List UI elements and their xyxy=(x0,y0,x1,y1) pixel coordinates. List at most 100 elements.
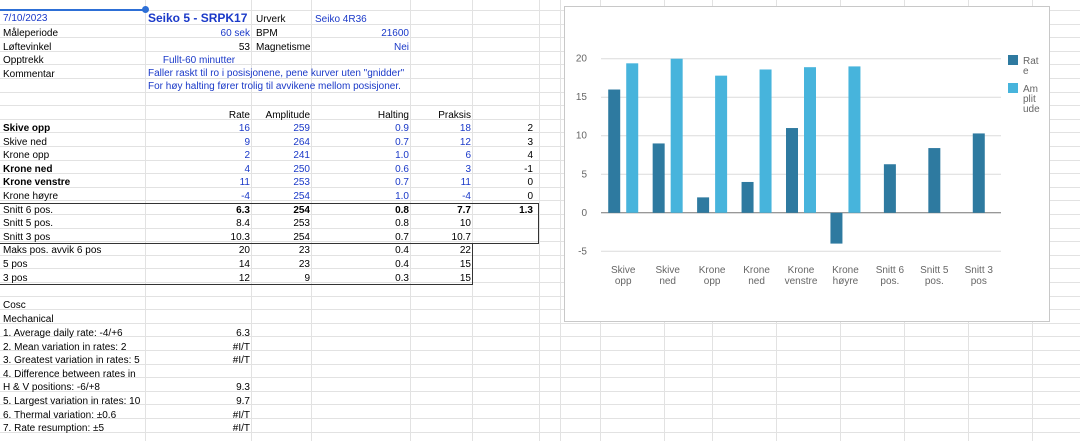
maks-rate[interactable]: 20 xyxy=(238,245,250,256)
maks-amp[interactable]: 9 xyxy=(304,273,310,284)
snitt-amp[interactable]: 254 xyxy=(293,205,310,216)
row-praksis[interactable]: -4 xyxy=(462,191,471,202)
magnetisme-value[interactable]: Nei xyxy=(393,42,409,53)
maks-label[interactable]: Maks pos. avvik 6 pos xyxy=(3,245,102,256)
opptrekk-label[interactable]: Opptrekk xyxy=(3,55,44,66)
snitt-praksis[interactable]: 7.7 xyxy=(457,205,471,216)
snitt-praksis[interactable]: 10.7 xyxy=(451,232,471,243)
maks-label[interactable]: 3 pos xyxy=(3,273,28,284)
row-rate[interactable]: 11 xyxy=(239,177,250,188)
row-halt[interactable]: 0.7 xyxy=(395,177,409,188)
snitt-rate[interactable]: 6.3 xyxy=(236,205,250,216)
cosc-item-label[interactable]: 1. Average daily rate: -4/+6 xyxy=(3,328,123,339)
row-rate[interactable]: 4 xyxy=(244,164,250,175)
snitt-halt[interactable]: 0.8 xyxy=(395,218,409,229)
maks-amp[interactable]: 23 xyxy=(298,259,310,270)
kommentar-line-2[interactable]: For høy halting fører trolig til avviken… xyxy=(148,81,401,92)
snitt-amp[interactable]: 254 xyxy=(293,232,310,243)
maks-halt[interactable]: 0.3 xyxy=(395,273,409,284)
row-label[interactable]: Krone høyre xyxy=(3,191,59,202)
row-praksis[interactable]: 12 xyxy=(459,137,471,148)
row-halt[interactable]: 0.6 xyxy=(395,164,409,175)
row-rate[interactable]: 9 xyxy=(244,137,250,148)
header-amplitude[interactable]: Amplitude xyxy=(265,110,310,121)
cosc-item-value[interactable]: #I/T xyxy=(232,355,250,366)
row-praksis[interactable]: 11 xyxy=(460,177,471,188)
cosc-item-value[interactable]: 9.7 xyxy=(236,396,250,407)
row-label[interactable]: Krone venstre xyxy=(3,177,71,188)
snitt-rate[interactable]: 10.3 xyxy=(230,232,250,243)
maaleperiode-label[interactable]: Måleperiode xyxy=(3,28,59,39)
cosc-item-label[interactable]: 6. Thermal variation: ±0.6 xyxy=(3,410,117,421)
kommentar-label[interactable]: Kommentar xyxy=(3,69,55,80)
loftevinkel-value[interactable]: 53 xyxy=(238,42,250,53)
maks-praksis[interactable]: 15 xyxy=(459,259,471,270)
row-amp[interactable]: 241 xyxy=(293,150,310,161)
row-diff[interactable]: 0 xyxy=(527,191,533,202)
maks-praksis[interactable]: 15 xyxy=(459,273,471,284)
row-praksis[interactable]: 6 xyxy=(465,150,471,161)
maks-halt[interactable]: 0.4 xyxy=(395,259,409,270)
snitt-praksis[interactable]: 10 xyxy=(459,218,471,229)
row-praksis[interactable]: 18 xyxy=(459,123,471,134)
header-halting[interactable]: Halting xyxy=(377,110,409,121)
row-amp[interactable]: 264 xyxy=(293,137,310,148)
row-diff[interactable]: 2 xyxy=(527,123,533,134)
row-diff[interactable]: -1 xyxy=(524,164,533,175)
watch-title[interactable]: Seiko 5 - SRPK17 xyxy=(148,11,248,25)
row-diff[interactable]: 0 xyxy=(527,177,533,188)
snitt-label[interactable]: Snitt 5 pos. xyxy=(3,218,54,229)
cosc-item-value[interactable]: #I/T xyxy=(232,423,250,434)
cosc-item-label[interactable]: 4. Difference between rates in xyxy=(3,369,136,380)
maks-rate[interactable]: 12 xyxy=(238,273,250,284)
cosc-title[interactable]: Cosc xyxy=(3,300,26,311)
snitt-halt[interactable]: 0.7 xyxy=(395,232,409,243)
cosc-item-value[interactable]: #I/T xyxy=(232,410,250,421)
snitt-amp[interactable]: 253 xyxy=(293,218,310,229)
fill-handle[interactable] xyxy=(142,6,149,13)
row-amp[interactable]: 250 xyxy=(293,164,310,175)
cosc-item-value[interactable]: 9.3 xyxy=(236,382,250,393)
snitt-label[interactable]: Snitt 3 pos xyxy=(3,232,51,243)
row-halt[interactable]: 0.7 xyxy=(395,137,409,148)
opptrekk-value[interactable]: Fullt-60 minutter xyxy=(162,55,236,66)
row-label[interactable]: Skive ned xyxy=(3,137,47,148)
cosc-item-label[interactable]: 7. Rate resumption: ±5 xyxy=(3,423,105,434)
snitt-rate[interactable]: 8.4 xyxy=(236,218,250,229)
maks-label[interactable]: 5 pos xyxy=(3,259,28,270)
cosc-item-label[interactable]: 5. Largest variation in rates: 10 xyxy=(3,396,141,407)
row-rate[interactable]: 2 xyxy=(244,150,250,161)
maks-halt[interactable]: 0.4 xyxy=(395,245,409,256)
magnetisme-label[interactable]: Magnetisme xyxy=(256,42,311,53)
row-label[interactable]: Skive opp xyxy=(3,123,51,134)
cosc-subtitle[interactable]: Mechanical xyxy=(3,314,54,325)
maks-rate[interactable]: 14 xyxy=(238,259,250,270)
chart-container[interactable]: -5 0 5 10 15 20 Skive opp Skive ned Krone opp Krone n… xyxy=(564,6,1050,322)
row-amp[interactable]: 253 xyxy=(293,177,310,188)
row-amp[interactable]: 254 xyxy=(293,191,310,202)
snitt-halt[interactable]: 0.8 xyxy=(395,205,409,216)
loftevinkel-label[interactable]: Løftevinkel xyxy=(3,42,52,53)
cosc-item-value[interactable]: #I/T xyxy=(232,342,250,353)
snitt-label[interactable]: Snitt 6 pos. xyxy=(3,205,54,216)
snitt-diff[interactable] xyxy=(473,217,533,230)
bpm-value[interactable]: 21600 xyxy=(381,28,409,39)
row-diff[interactable]: 4 xyxy=(527,150,533,161)
row-label[interactable]: Krone ned xyxy=(3,164,53,175)
row-amp[interactable]: 259 xyxy=(293,123,310,134)
header-rate[interactable]: Rate xyxy=(228,110,250,121)
row-halt[interactable]: 0.9 xyxy=(395,123,409,134)
row-halt[interactable]: 1.0 xyxy=(395,150,409,161)
row-rate[interactable]: -4 xyxy=(241,191,250,202)
maaleperiode-value[interactable]: 60 sek xyxy=(220,28,250,39)
row-label[interactable]: Krone opp xyxy=(3,150,50,161)
date-cell[interactable]: 7/10/2023 xyxy=(3,13,48,24)
urverk-value[interactable]: Seiko 4R36 xyxy=(315,14,367,25)
header-praksis[interactable]: Praksis xyxy=(438,110,471,121)
maks-praksis[interactable]: 22 xyxy=(459,245,471,256)
cosc-item-label-2[interactable]: H & V positions: -6/+8 xyxy=(3,382,100,393)
urverk-label[interactable]: Urverk xyxy=(256,14,286,25)
row-halt[interactable]: 1.0 xyxy=(395,191,409,202)
kommentar-line-1[interactable]: Faller raskt til ro i posisjonene, pene … xyxy=(148,68,405,79)
cosc-item-value[interactable]: 6.3 xyxy=(236,328,250,339)
